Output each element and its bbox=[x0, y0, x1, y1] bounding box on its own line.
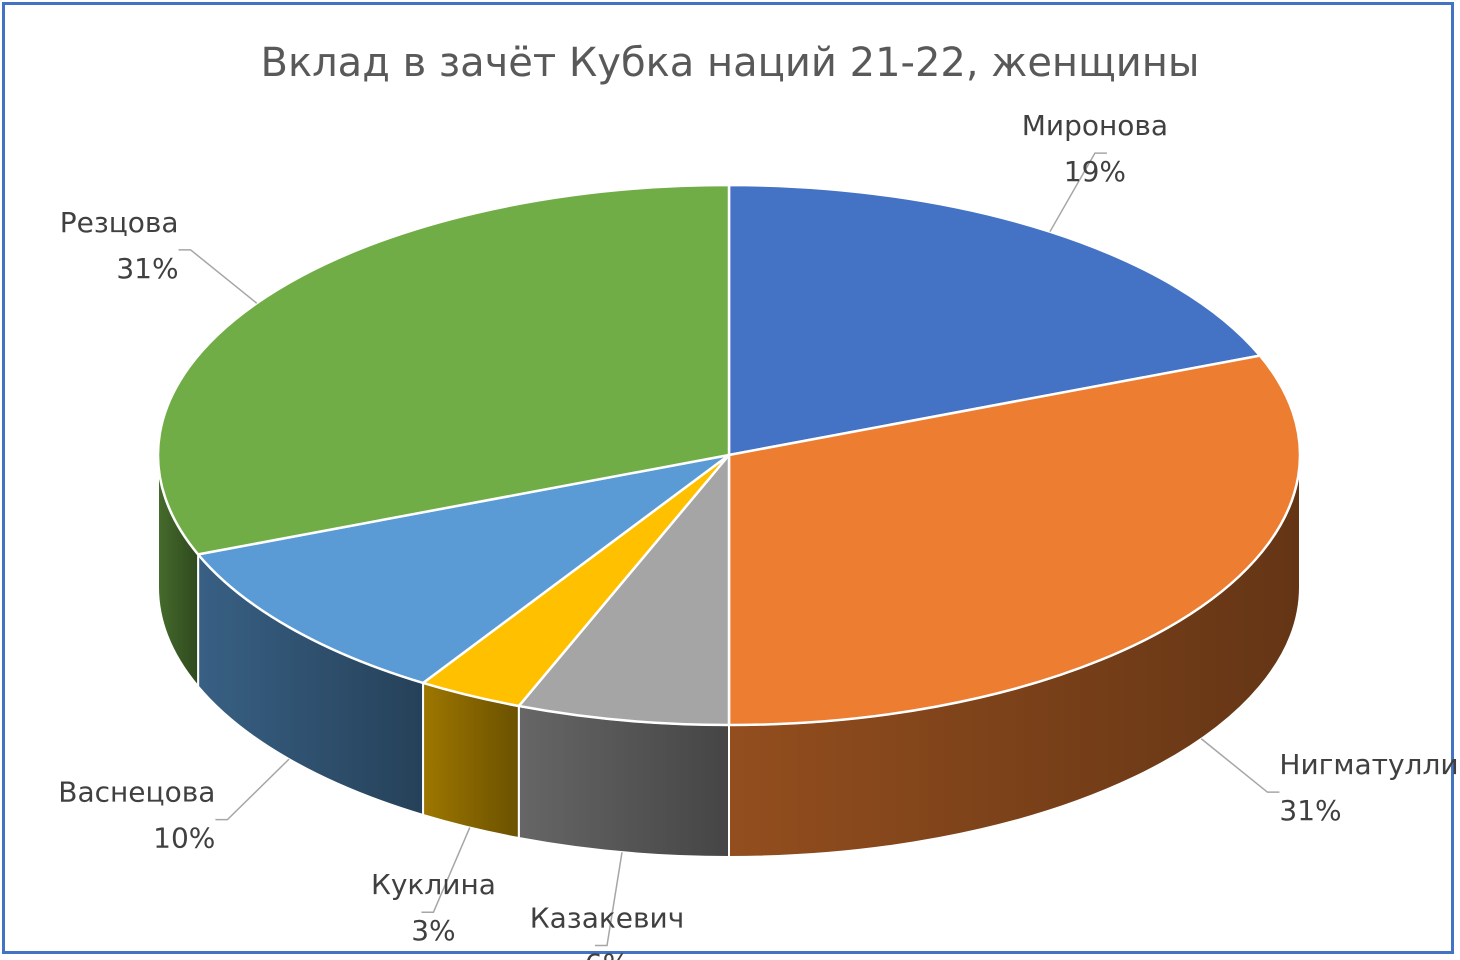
slice-name-label-5: Резцова bbox=[60, 206, 179, 239]
leader-line-3 bbox=[421, 827, 471, 913]
leader-line-4 bbox=[215, 758, 290, 821]
slice-percent-label-4: 10% bbox=[153, 822, 215, 855]
slice-percent-label-0: 19% bbox=[1064, 155, 1126, 188]
leader-line-0 bbox=[1049, 152, 1107, 233]
slice-percent-label-3: 3% bbox=[411, 914, 455, 947]
slice-name-label-2: Казакевич bbox=[530, 902, 684, 935]
slice-percent-label-5: 31% bbox=[116, 252, 178, 285]
slice-percent-label-2: 6% bbox=[585, 948, 629, 960]
slice-name-label-0: Миронова bbox=[1022, 109, 1168, 142]
pie-slice-0 bbox=[727, 183, 1262, 457]
leader-line-2 bbox=[595, 852, 623, 947]
pie-slice-1 bbox=[727, 354, 1302, 727]
pie-side-2 bbox=[517, 704, 730, 859]
chart-title: Вклад в зачёт Кубка наций 21-22, женщины bbox=[261, 40, 1200, 86]
slice-name-label-4: Васнецова bbox=[58, 776, 215, 809]
leader-line-5 bbox=[178, 249, 258, 304]
slice-name-label-3: Куклина bbox=[371, 868, 496, 901]
slice-percent-label-1: 31% bbox=[1279, 794, 1341, 827]
pie-slice-4 bbox=[196, 453, 731, 685]
slice-name-label-1: Нигматуллина bbox=[1279, 748, 1460, 781]
pie-slice-2 bbox=[517, 453, 731, 727]
pie-side-3 bbox=[422, 681, 520, 840]
leader-line-1 bbox=[1200, 738, 1280, 793]
